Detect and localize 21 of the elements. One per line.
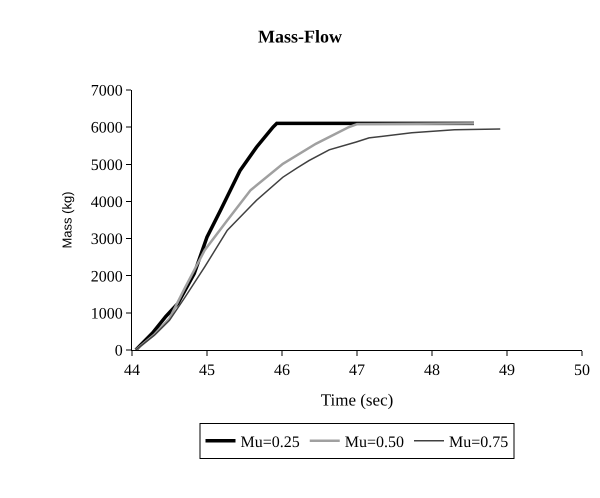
x-tick-label: 44 (124, 362, 140, 380)
legend-label: Mu=0.25 (240, 434, 300, 451)
x-tick-label: 49 (499, 362, 515, 380)
x-tick-label: 45 (199, 362, 215, 380)
y-tick-label: 2000 (90, 268, 123, 286)
y-tick-label: 6000 (90, 120, 123, 137)
x-tick-label: 50 (574, 362, 590, 380)
y-tick-label: 0 (114, 342, 123, 360)
chart-title: Mass-Flow (258, 26, 342, 46)
y-tick-label: 3000 (90, 231, 123, 248)
legend-label: Mu=0.75 (449, 434, 508, 451)
y-tick-label: 1000 (90, 305, 123, 322)
x-tick-label: 47 (349, 362, 365, 380)
y-axis-title: Mass (kg) (60, 191, 75, 249)
y-tick-label: 5000 (90, 156, 123, 174)
x-tick-label: 48 (424, 362, 440, 380)
legend-label: Mu=0.50 (344, 434, 404, 451)
y-tick-label: 7000 (90, 82, 123, 100)
x-axis-title: Time (sec) (320, 390, 394, 410)
y-tick-label: 4000 (90, 194, 123, 212)
x-tick-label: 46 (274, 362, 290, 380)
